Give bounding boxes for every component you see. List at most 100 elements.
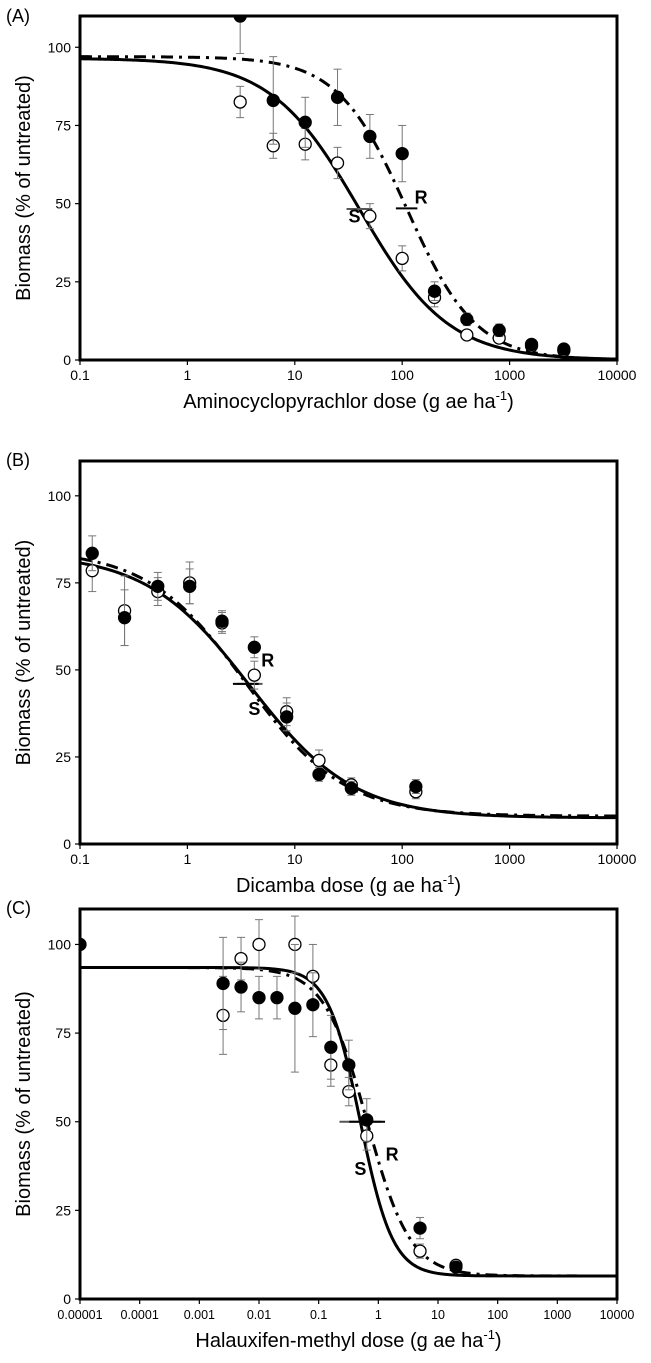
x-tick-label: 100 xyxy=(391,367,415,383)
x-axis-label: Dicamba dose (g ae ha-1) xyxy=(236,872,461,897)
x-axis-label-close: ) xyxy=(454,875,461,897)
data-point xyxy=(427,284,442,298)
data-point xyxy=(413,1221,427,1235)
data-point xyxy=(557,342,571,356)
x-tick-label: 0.001 xyxy=(184,1308,215,1322)
plot-frame xyxy=(78,907,619,1301)
data-point xyxy=(363,209,377,223)
x-tick-label: 1 xyxy=(375,1308,382,1322)
data-point xyxy=(306,998,320,1012)
series-r xyxy=(80,936,463,1274)
x-tick-label: 10 xyxy=(431,1308,445,1322)
x-tick-label: 10 xyxy=(287,851,303,867)
curve-label-r: R xyxy=(415,188,428,208)
data-point xyxy=(85,546,99,560)
x-axis-label-sup: -1 xyxy=(443,872,455,887)
y-tick-label: 50 xyxy=(55,1114,71,1130)
y-tick-label: 100 xyxy=(48,39,72,55)
x-tick-label: 0.00001 xyxy=(57,1308,102,1322)
x-tick-label: 10 xyxy=(287,367,303,383)
y-tick-label: 50 xyxy=(55,662,71,678)
data-point xyxy=(363,129,377,144)
panel-label: (A) xyxy=(6,6,30,26)
x-axis-label-close: ) xyxy=(495,1330,502,1352)
data-point xyxy=(449,1260,463,1274)
data-point xyxy=(247,668,261,682)
data-point xyxy=(312,767,326,782)
y-tick-label: 0 xyxy=(63,1291,71,1307)
x-axis-label-main: Aminocyclopyrachlor dose (g ae ha xyxy=(183,391,496,413)
curve-label-r: R xyxy=(386,1145,399,1165)
fit-curve-s xyxy=(80,57,617,360)
data-point xyxy=(117,611,132,625)
data-point xyxy=(288,1001,302,1015)
plot-frame xyxy=(78,459,619,846)
x-tick-label: 100 xyxy=(391,851,415,867)
y-tick-label: 0 xyxy=(63,352,71,368)
x-tick-label: 1000 xyxy=(494,367,525,383)
x-tick-label: 0.1 xyxy=(70,851,90,867)
data-point xyxy=(252,937,266,952)
curve-label-s: S xyxy=(354,1159,366,1179)
x-axis-label-main: Dicamba dose (g ae ha xyxy=(236,875,444,897)
x-tick-label: 1000 xyxy=(494,851,525,867)
y-tick-label: 0 xyxy=(63,836,71,852)
data-point xyxy=(234,980,248,994)
x-tick-label: 0.1 xyxy=(310,1308,327,1322)
curve-label-s: S xyxy=(248,699,260,719)
data-point xyxy=(270,990,284,1005)
plot-frame xyxy=(78,14,619,362)
x-axis-label: Aminocyclopyrachlor dose (g ae ha-1) xyxy=(183,388,514,413)
data-point xyxy=(409,779,423,794)
y-tick-label: 75 xyxy=(55,117,71,133)
y-axis-label: Biomass (% of untreated) xyxy=(13,991,35,1217)
curve-label-s: S xyxy=(349,206,361,226)
data-point xyxy=(360,1113,374,1127)
data-point xyxy=(395,251,409,266)
x-tick-label: 1 xyxy=(184,851,192,867)
y-tick-label: 100 xyxy=(48,936,72,952)
data-point xyxy=(492,323,506,337)
x-axis-label: Halauxifen-methyl dose (g ae ha-1) xyxy=(195,1327,501,1352)
x-tick-label: 0.01 xyxy=(247,1308,271,1322)
data-point xyxy=(247,640,261,654)
series-s xyxy=(85,549,423,800)
x-tick-label: 0.1 xyxy=(70,367,90,383)
x-axis-label-sup: -1 xyxy=(483,1327,495,1342)
x-tick-label: 10000 xyxy=(600,1308,635,1322)
panel-b: (B) 0 25 50 75 100 0.1 1 10 100 1000 10000 Dicamba d… xyxy=(6,450,637,897)
data-point xyxy=(460,312,474,326)
data-point xyxy=(183,579,197,593)
data-point xyxy=(395,146,409,161)
data-point xyxy=(324,1040,338,1054)
data-point xyxy=(330,90,345,104)
y-tick-label: 75 xyxy=(55,1025,71,1041)
x-axis-label-main: Halauxifen-methyl dose (g ae ha xyxy=(195,1330,484,1352)
data-point xyxy=(298,115,312,129)
curve-label-r: R xyxy=(261,650,274,670)
x-tick-label: 1000 xyxy=(543,1308,571,1322)
data-point xyxy=(252,990,266,1005)
y-tick-label: 75 xyxy=(55,575,71,591)
y-tick-label: 100 xyxy=(48,488,72,504)
x-tick-label: 1 xyxy=(184,367,192,383)
plot-area: SR xyxy=(80,16,617,360)
series-r xyxy=(85,535,423,796)
x-tick-label: 0.0001 xyxy=(121,1308,159,1322)
data-point xyxy=(280,710,294,724)
plot-area: SR xyxy=(80,915,617,1278)
data-point xyxy=(342,1058,356,1072)
y-tick-label: 25 xyxy=(55,749,71,765)
panel-a: (A) 0 25 50 75 100 0.1 1 10 100 1000 10000 Aminocycl… xyxy=(6,6,637,413)
panel-label: (C) xyxy=(6,898,31,918)
x-axis-label-close: ) xyxy=(507,391,514,413)
data-point xyxy=(524,337,539,352)
y-tick-label: 25 xyxy=(55,274,71,290)
data-point xyxy=(344,781,358,795)
data-point xyxy=(151,579,165,593)
x-tick-label: 10000 xyxy=(598,851,637,867)
panel-c: (C) 0 25 50 75 100 0.00001 0.0001 0.001 0.01 0.1 1 1… xyxy=(6,898,634,1352)
y-tick-label: 50 xyxy=(55,196,71,212)
y-axis-label: Biomass (% of untreated) xyxy=(13,75,35,301)
